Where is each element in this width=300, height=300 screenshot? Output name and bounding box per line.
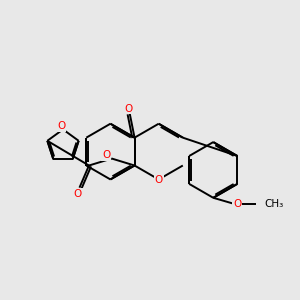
Text: O: O — [233, 199, 242, 208]
Text: O: O — [124, 103, 133, 113]
Text: CH₃: CH₃ — [264, 199, 283, 208]
Text: O: O — [102, 150, 110, 160]
Text: O: O — [154, 175, 163, 185]
Text: O: O — [57, 121, 65, 131]
Text: O: O — [74, 189, 82, 199]
